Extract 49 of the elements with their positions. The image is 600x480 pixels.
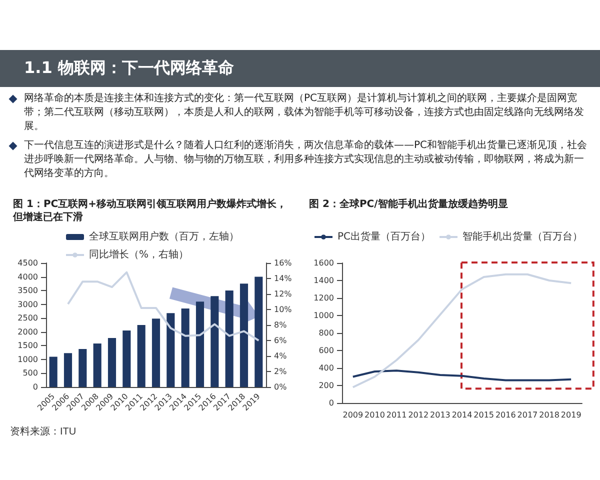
y2-tick-label: 6% [274,336,288,345]
y-tick-label: 1200 [314,294,334,302]
y2-tick-label: 16% [274,258,292,268]
chart-title: 图 1：PC互联网+移动互联网引领互联网用户数爆炸式增长，但增速已在下滑 [12,198,286,223]
legend-label: PC出货量（百万台） [337,230,431,242]
y-tick-label: 3000 [18,300,38,309]
text: 1.1 物联网：下一代网络革命 [0,50,600,87]
text: 下一代信息互连的演进形式是什么？随着人口红利的逐渐消失，两次信息革命的载体——PC和智能手机出货量已逐渐见顶，社会进步呼唤新一代网络革命。人与物、物与物的万物互联，利用多种连接方式实现信息的主动或被动传输，即物联网，将成为新一代网络变革的方向。 [24,139,588,181]
y-tick-label: 2500 [18,314,38,323]
y2-tick-label: 0% [274,382,288,392]
y-tick-label: 600 [318,346,334,355]
y-tick-label: 1400 [314,276,334,285]
chart-title: 图 2：全球PC/智能手机出货量放缓趋势明显 [309,198,508,210]
y-tick-label: 800 [318,328,334,338]
x-tick-label: 2011 [386,410,407,420]
y-tick-label: 1600 [314,258,334,268]
text: 网络革命的本质是连接主体和连接方式的变化：第一代互联网（PC互联网）是计算机与计算机之间的联网，主要媒介是固网宽带；第二代互联网（移动互联网），本质是人和人的联网，载体为智能手机等可移动设备，连接方式也由固定线路向无线网络发展。 [24,92,585,134]
y2-tick-label: 2% [274,367,288,376]
legend-label: 同比增长（%，右轴） [89,248,189,260]
y-tick-label: 1000 [18,354,38,364]
x-tick-label: 2012 [408,410,429,420]
x-tick-label: 2010 [364,410,385,420]
y-tick-label: 4000 [18,272,38,282]
x-tick-label: 2015 [474,410,494,420]
y2-tick-label: 12% [274,290,292,298]
x-tick-label: 2016 [495,410,516,420]
x-tick-label: 2014 [452,410,472,420]
y2-tick-label: 4% [274,352,288,360]
text: 资料来源：ITU [10,426,76,438]
y-tick-label: 1000 [314,311,334,320]
y2-tick-label: 14% [274,274,292,283]
x-tick-label: 2018 [539,410,560,420]
y-tick-label: 3500 [18,286,38,296]
y-tick-label: 0 [328,398,334,408]
y-tick-label: 400 [318,364,334,372]
x-tick-label: 2009 [342,410,364,420]
x-tick-label: 2017 [517,410,538,420]
legend-label: 全球互联网用户数（百万，左轴） [89,230,239,242]
y2-tick-label: 8% [274,320,288,330]
legend-label: 智能手机出货量（百万台） [462,230,583,242]
y-tick-label: 200 [318,381,334,390]
y-tick-label: 1500 [18,341,38,350]
y-tick-label: 2000 [18,327,38,336]
y2-tick-label: 10% [274,305,292,314]
x-tick-label: 2019 [560,410,582,420]
x-tick-label: 2013 [430,410,450,420]
y-tick-label: 0 [32,382,38,392]
y-tick-label: 500 [22,368,38,378]
y-tick-label: 4500 [18,258,38,268]
